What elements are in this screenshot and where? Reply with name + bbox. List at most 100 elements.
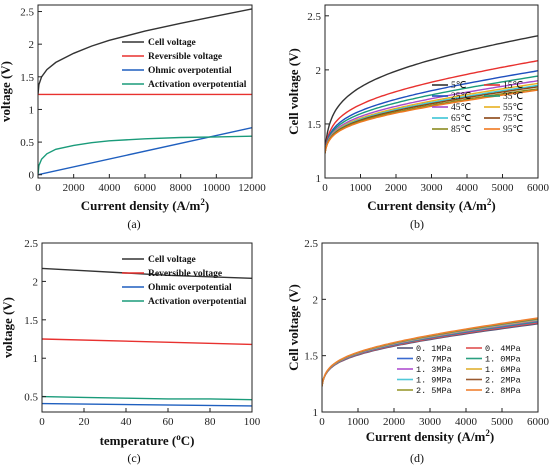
x-tick-label: 60 — [163, 416, 175, 428]
y-tick-label: 0 — [29, 170, 35, 182]
x-axis-label-sup: 2 — [200, 197, 205, 207]
y-tick-label: 1 — [29, 104, 35, 116]
legend-label: 85℃ — [451, 125, 472, 135]
legend-label: 25℃ — [451, 92, 472, 102]
legend-label: 2. 5MPa — [416, 386, 452, 396]
y-axis-label: voltage (V) — [0, 297, 15, 358]
legend-label: Cell voltage — [148, 38, 196, 48]
legend-label: 0. 4MPa — [485, 344, 521, 354]
x-tick-label: 0 — [35, 182, 41, 194]
legend-label: 75℃ — [503, 114, 524, 124]
legend-label: 2. 8MPa — [485, 386, 521, 396]
chart-panel-d: 0 1000 2000 3000 4000 5000 6000 1 1.5 2 2.5 Current… — [286, 238, 550, 465]
legend-label: 1. 9MPa — [416, 376, 452, 386]
x-tick-label: 3000 — [419, 416, 442, 428]
series-line-d-9 — [322, 317, 538, 387]
legend-label: Cell voltage — [148, 255, 196, 265]
x-tick-label: 20 — [79, 416, 91, 428]
x-tick-label: 4000 — [456, 182, 479, 194]
chart-panel-b: 0 1000 2000 3000 4000 5000 6000 1 1.5 2 2.5 Current… — [286, 4, 550, 231]
legend-label: Ohmic overpotential — [148, 66, 232, 76]
series-line-b-1 — [325, 60, 538, 154]
x-axis-label-main: Current density (A/m — [366, 429, 486, 444]
x-axis-label-main: Current density (A/m — [81, 198, 201, 213]
y-tick-label: 1.5 — [24, 315, 38, 327]
y-tick-label: 1 — [313, 407, 319, 419]
y-tick-label: 1.5 — [307, 119, 321, 131]
y-tick-label: 0.5 — [20, 137, 34, 149]
x-tick-label: 5000 — [491, 416, 514, 428]
x-axis-label-end: C) — [181, 433, 195, 448]
x-tick-label: 8000 — [170, 182, 193, 194]
legend-label: 95℃ — [503, 125, 524, 135]
y-axis-label: Cell voltage (V) — [286, 48, 301, 135]
panel-caption: (c) — [127, 451, 140, 465]
x-tick-label: 1000 — [347, 416, 370, 428]
x-axis-label-main: temperature ( — [100, 433, 177, 448]
x-tick-label: 3000 — [421, 182, 444, 194]
x-tick-label: 80 — [205, 416, 217, 428]
legend-label: 15℃ — [503, 81, 524, 91]
y-tick-label: 2.5 — [20, 7, 34, 19]
x-tick-label: 12000 — [238, 182, 266, 194]
x-axis-label-main: Current density (A/m — [367, 198, 487, 213]
x-axis-label-end: ) — [490, 429, 494, 444]
legend-label: Ohmic overpotential — [148, 283, 232, 293]
series-line-c-2 — [42, 402, 252, 407]
y-tick-label: 2.5 — [307, 11, 321, 23]
panel-caption: (a) — [127, 217, 140, 231]
y-tick-label: 1.5 — [20, 72, 34, 84]
series-line-b-2 — [325, 70, 538, 154]
y-tick-label: 0.5 — [24, 392, 38, 404]
x-tick-label: 2000 — [63, 182, 86, 194]
y-tick-label: 2 — [33, 276, 39, 288]
series-line-a-3 — [38, 135, 252, 175]
panel-caption: (d) — [410, 451, 424, 465]
legend-label: 5℃ — [451, 81, 467, 91]
x-axis-label: temperature (oC) — [100, 432, 195, 448]
x-axis-label-sup: 2 — [487, 197, 492, 207]
y-tick-label: 1 — [33, 353, 39, 365]
legend-label: 1. 6MPa — [485, 365, 521, 375]
x-tick-label: 5000 — [492, 182, 515, 194]
x-tick-label: 4000 — [455, 416, 478, 428]
x-axis-label: Current density (A/m2) — [81, 197, 209, 213]
x-tick-label: 6000 — [527, 416, 550, 428]
legend-label: 0. 1MPa — [416, 344, 452, 354]
legend-label: Reversible voltage — [148, 269, 222, 279]
legend-label: 1. 0MPa — [485, 355, 521, 365]
x-tick-label: 0 — [322, 182, 328, 194]
x-tick-label: 40 — [121, 416, 133, 428]
legend-label: 35℃ — [503, 92, 524, 102]
series-line-a-2 — [38, 127, 252, 176]
x-axis-label: Current density (A/m2) — [367, 197, 495, 213]
series-line-c-0 — [42, 267, 252, 279]
y-tick-label: 2 — [29, 39, 35, 51]
legend-label: 2. 2MPa — [485, 376, 521, 386]
x-axis-label-sup: o — [176, 432, 181, 442]
y-tick-label: 2 — [313, 294, 319, 306]
y-tick-label: 1.5 — [304, 351, 318, 363]
chart-panel-a: 0 2000 4000 6000 8000 10000 12000 0 0.5 1 1.5 2 2.5 C… — [0, 4, 266, 231]
legend-label: 65℃ — [451, 114, 472, 124]
legend-label: 45℃ — [451, 103, 472, 113]
x-tick-label: 0 — [39, 416, 45, 428]
y-tick-label: 1 — [316, 173, 322, 185]
panel-caption: (b) — [410, 217, 424, 231]
x-tick-label: 0 — [319, 416, 325, 428]
legend-label: Activation overpotential — [148, 297, 247, 307]
legend-label: Activation overpotential — [148, 80, 247, 90]
x-tick-label: 1000 — [350, 182, 373, 194]
y-axis-label: Cell voltage (V) — [286, 284, 301, 371]
series-line-b-9 — [325, 89, 538, 154]
x-tick-label: 10000 — [203, 182, 231, 194]
x-tick-label: 6000 — [134, 182, 157, 194]
chart-panel-c: 0 20 40 60 80 100 0.5 1 1.5 2 2.5 temperature (oC) v… — [0, 238, 261, 465]
y-tick-label: 2.5 — [24, 238, 38, 250]
series-line-a-0 — [38, 8, 252, 95]
x-axis-label-sup: 2 — [485, 428, 490, 438]
y-axis-label: voltage (V) — [0, 61, 13, 122]
x-axis-label-end: ) — [205, 198, 209, 213]
legend-label: 0. 7MPa — [416, 355, 452, 365]
x-tick-label: 100 — [244, 416, 261, 428]
